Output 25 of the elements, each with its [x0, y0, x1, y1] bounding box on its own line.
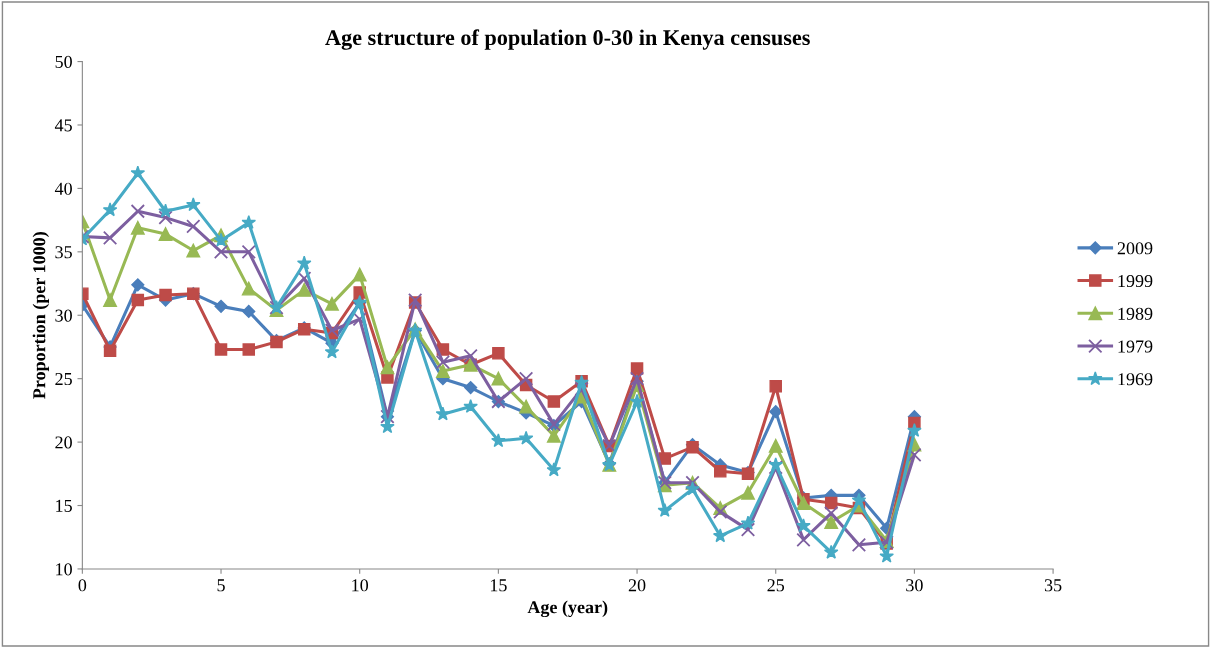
legend-label: 1999: [1118, 274, 1153, 288]
x-axis-title: Age (year): [527, 600, 608, 618]
y-tick-label: 30: [55, 309, 72, 322]
chart-title: Age structure of population 0-30 in Kenya censuses: [325, 29, 810, 50]
y-tick-label: 35: [55, 246, 72, 259]
x-tick-label: 30: [906, 579, 923, 592]
x-tick-label: 5: [217, 579, 225, 592]
legend-label: 1989: [1118, 307, 1153, 320]
y-tick-label: 40: [54, 182, 72, 195]
x-tick-label: 0: [78, 579, 87, 592]
y-tick-label: 45: [54, 119, 72, 132]
y-axis-title: Proportion (per 1000): [32, 232, 50, 399]
legend-label: 1969: [1118, 373, 1153, 386]
x-tick-label: 35: [1044, 579, 1062, 592]
x-tick-label: 20: [628, 579, 646, 592]
legend-label: 2009: [1117, 242, 1153, 255]
legend-label: 1979: [1118, 340, 1153, 353]
y-tick-label: 10: [56, 563, 72, 576]
y-tick-label: 15: [56, 499, 72, 512]
x-tick-label: 10: [352, 579, 369, 592]
x-tick-label: 15: [490, 579, 507, 592]
x-tick-label: 25: [767, 579, 785, 592]
y-tick-label: 20: [55, 436, 72, 449]
y-tick-label: 50: [55, 55, 72, 68]
y-tick-label: 25: [55, 372, 72, 386]
